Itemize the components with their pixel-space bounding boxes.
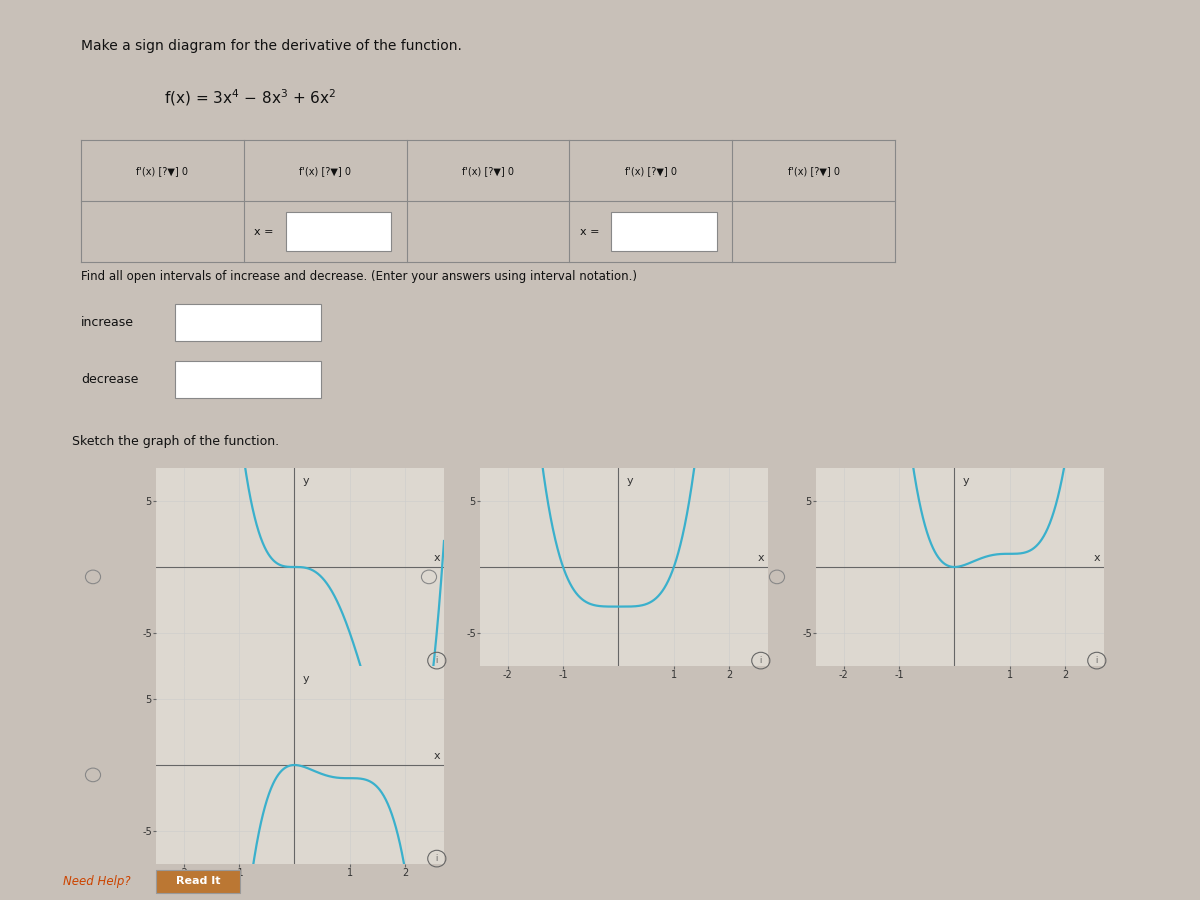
Text: y: y — [626, 476, 634, 486]
Text: y: y — [962, 476, 970, 486]
Text: increase: increase — [80, 316, 134, 329]
Text: y: y — [302, 674, 310, 684]
Text: f'(x) [?▼] 0: f'(x) [?▼] 0 — [137, 166, 188, 176]
Bar — [286, 212, 391, 251]
Text: Find all open intervals of increase and decrease. (Enter your answers using inte: Find all open intervals of increase and … — [80, 270, 637, 283]
Bar — [175, 304, 322, 341]
Bar — [611, 212, 718, 251]
Text: i: i — [436, 656, 438, 665]
Text: f'(x) [?▼] 0: f'(x) [?▼] 0 — [462, 166, 514, 176]
Text: Sketch the graph of the function.: Sketch the graph of the function. — [72, 435, 280, 447]
Text: f'(x) [?▼] 0: f'(x) [?▼] 0 — [299, 166, 352, 176]
Text: f(x) = 3x$^4$ $-$ 8x$^3$ + 6x$^2$: f(x) = 3x$^4$ $-$ 8x$^3$ + 6x$^2$ — [164, 88, 337, 109]
Text: x: x — [433, 751, 440, 761]
Text: f'(x) [?▼] 0: f'(x) [?▼] 0 — [787, 166, 840, 176]
Text: y: y — [302, 476, 310, 486]
Text: x: x — [757, 553, 764, 563]
Bar — [156, 869, 240, 893]
Text: x =: x = — [254, 227, 274, 237]
Text: decrease: decrease — [80, 373, 138, 386]
Text: Read It: Read It — [175, 876, 221, 886]
Text: f'(x) [?▼] 0: f'(x) [?▼] 0 — [625, 166, 677, 176]
Text: i: i — [436, 854, 438, 863]
Text: x =: x = — [580, 227, 600, 237]
Bar — [175, 361, 322, 398]
Text: i: i — [760, 656, 762, 665]
Text: Make a sign diagram for the derivative of the function.: Make a sign diagram for the derivative o… — [80, 40, 462, 53]
Text: i: i — [1096, 656, 1098, 665]
Text: x: x — [433, 553, 440, 563]
Text: Need Help?: Need Help? — [64, 875, 131, 887]
Text: x: x — [1093, 553, 1100, 563]
